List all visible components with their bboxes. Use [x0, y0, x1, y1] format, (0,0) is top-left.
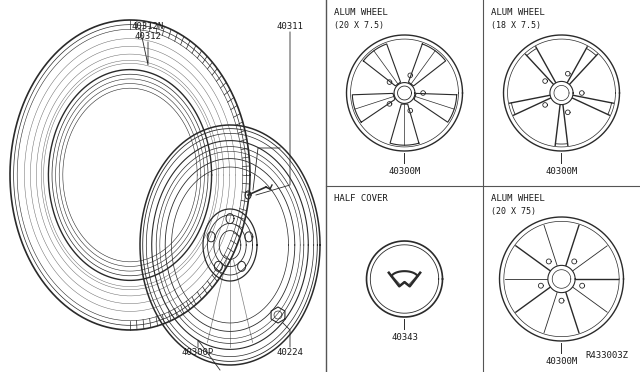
Text: 40312: 40312 — [134, 32, 161, 41]
Text: ALUM WHEEL: ALUM WHEEL — [491, 194, 545, 203]
Text: (18 X 7.5): (18 X 7.5) — [491, 21, 541, 30]
Text: (20 X 7.5): (20 X 7.5) — [334, 21, 384, 30]
Text: 40311: 40311 — [276, 22, 303, 31]
Text: 40300M: 40300M — [545, 167, 578, 176]
Text: 40312N: 40312N — [132, 22, 164, 31]
Text: ALUM WHEEL: ALUM WHEEL — [334, 8, 388, 17]
Text: HALF COVER: HALF COVER — [334, 194, 388, 203]
Text: 40343: 40343 — [391, 333, 418, 342]
Text: 40300M: 40300M — [388, 167, 420, 176]
Text: 40300M: 40300M — [545, 357, 578, 366]
Text: R433003Z: R433003Z — [585, 351, 628, 360]
Text: 40300P: 40300P — [182, 348, 214, 357]
Text: (20 X 75): (20 X 75) — [491, 207, 536, 216]
Text: ALUM WHEEL: ALUM WHEEL — [491, 8, 545, 17]
Text: 40224: 40224 — [276, 348, 303, 357]
